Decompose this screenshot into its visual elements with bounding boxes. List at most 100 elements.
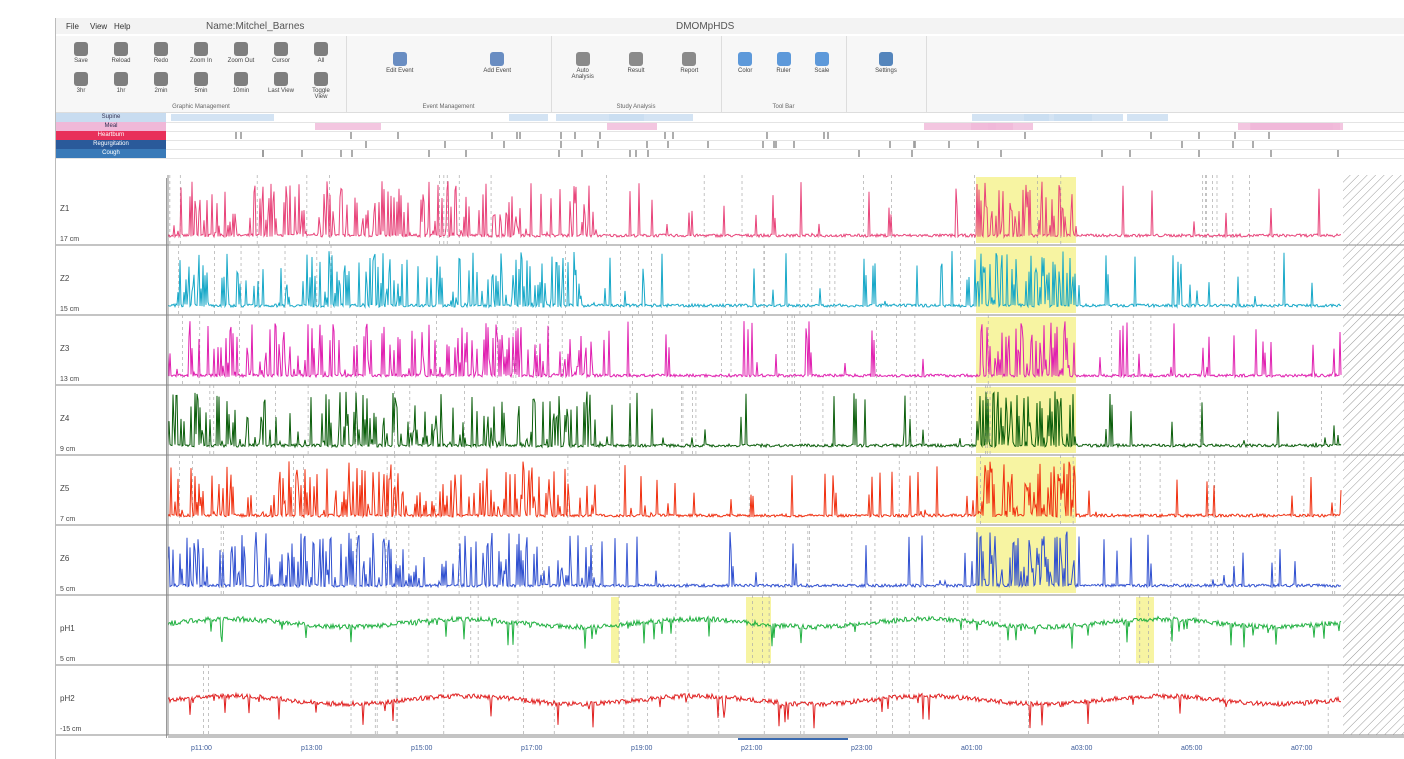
trace bbox=[167, 391, 1342, 449]
button-label: Last View bbox=[268, 88, 294, 94]
trace bbox=[167, 461, 1342, 519]
event-marker bbox=[556, 114, 644, 121]
toolbar-button[interactable]: Color bbox=[730, 50, 760, 80]
event-marker bbox=[597, 141, 600, 148]
event-marker bbox=[235, 132, 238, 139]
button-icon bbox=[74, 42, 88, 56]
button-label: 2min bbox=[154, 88, 168, 94]
highlight bbox=[746, 597, 771, 663]
button-label: Add Event bbox=[483, 68, 512, 74]
button-label: Cursor bbox=[271, 58, 290, 64]
time-label: p15:00 bbox=[411, 745, 433, 752]
menu-item[interactable]: Help bbox=[114, 22, 131, 31]
event-marker bbox=[1024, 132, 1027, 139]
toolbar-button[interactable]: Redo bbox=[146, 40, 176, 70]
button-icon bbox=[575, 52, 590, 66]
event-row: Supine bbox=[56, 113, 1404, 123]
button-icon bbox=[234, 42, 248, 56]
button-icon bbox=[814, 52, 829, 66]
toolbar-button[interactable]: Auto Analysis bbox=[568, 50, 598, 80]
event-marker bbox=[706, 141, 709, 148]
event-marker bbox=[1180, 141, 1183, 148]
channel-name: Z1 bbox=[60, 204, 70, 213]
toolbar-button[interactable]: Zoom Out bbox=[226, 40, 256, 70]
button-label: Scale bbox=[814, 68, 830, 74]
button-icon bbox=[154, 42, 168, 56]
toolbar-button[interactable]: 10min bbox=[226, 70, 256, 100]
button-label: Report bbox=[680, 68, 699, 74]
event-marker bbox=[262, 150, 265, 157]
toolbar-button[interactable]: Edit Event bbox=[385, 50, 415, 80]
toolbar-button[interactable]: Reload bbox=[106, 40, 136, 70]
toolbar-button[interactable]: Last View bbox=[266, 70, 296, 100]
button-label: 3hr bbox=[76, 88, 86, 94]
button-label: Edit Event bbox=[386, 68, 414, 74]
button-icon bbox=[776, 52, 791, 66]
toolbar-button[interactable]: Add Event bbox=[482, 50, 512, 80]
time-label: p23:00 bbox=[851, 745, 873, 752]
event-row: Cough bbox=[56, 149, 1404, 159]
button-icon bbox=[490, 52, 505, 66]
toolbar-button[interactable]: Settings bbox=[871, 50, 901, 80]
event-row: Meal bbox=[56, 122, 1404, 132]
event-marker bbox=[857, 150, 860, 157]
event-marker bbox=[1231, 141, 1234, 148]
toolbar-button[interactable]: Cursor bbox=[266, 40, 296, 70]
event-marker bbox=[314, 123, 381, 130]
event-marker bbox=[428, 150, 431, 157]
channel-name: Z5 bbox=[60, 484, 70, 493]
button-icon bbox=[879, 52, 893, 66]
event-marker bbox=[1129, 150, 1132, 157]
event-marker bbox=[645, 141, 648, 148]
toolbar-button[interactable]: Ruler bbox=[769, 50, 799, 80]
event-marker bbox=[672, 132, 675, 139]
event-marker bbox=[606, 123, 657, 130]
button-icon bbox=[629, 52, 643, 66]
menu-item[interactable]: View bbox=[90, 22, 108, 31]
toolbar-button[interactable]: 1hr bbox=[106, 70, 136, 100]
toolbar-button[interactable]: Scale bbox=[807, 50, 837, 80]
button-label: Result bbox=[627, 68, 645, 74]
time-label: a01:00 bbox=[961, 745, 983, 752]
event-marker bbox=[924, 123, 997, 130]
button-icon bbox=[194, 42, 208, 56]
toolbar-button[interactable]: 3hr bbox=[66, 70, 96, 100]
event-marker bbox=[349, 132, 352, 139]
event-marker bbox=[971, 123, 1034, 130]
button-label: Color bbox=[737, 68, 753, 74]
event-label: Cough bbox=[56, 149, 166, 158]
event-marker bbox=[1054, 114, 1124, 121]
toolbar-button[interactable]: Report bbox=[674, 50, 704, 80]
event-marker bbox=[464, 150, 467, 157]
event-marker bbox=[557, 150, 560, 157]
toolbar-button[interactable]: Zoom In bbox=[186, 40, 216, 70]
toolbar-button[interactable]: 2min bbox=[146, 70, 176, 100]
highlight bbox=[976, 247, 1076, 313]
button-icon bbox=[114, 42, 128, 56]
trace bbox=[167, 614, 1342, 649]
event-marker bbox=[635, 150, 638, 157]
event-marker bbox=[364, 141, 367, 148]
time-label: a03:00 bbox=[1071, 745, 1093, 752]
event-label: Supine bbox=[56, 113, 166, 122]
toolbar-button[interactable]: 5min bbox=[186, 70, 216, 100]
channel-name: pH2 bbox=[60, 694, 75, 703]
event-marker bbox=[826, 132, 829, 139]
toolbar-button[interactable]: All bbox=[306, 40, 336, 70]
event-marker bbox=[948, 141, 951, 148]
event-marker bbox=[971, 114, 1050, 121]
button-label: Save bbox=[74, 58, 88, 64]
event-marker bbox=[1198, 132, 1201, 139]
channel-name: Z6 bbox=[60, 554, 70, 563]
toolbar-button[interactable]: Result bbox=[621, 50, 651, 80]
event-marker bbox=[793, 141, 796, 148]
channel-name: Z3 bbox=[60, 344, 70, 353]
menu-item[interactable]: File bbox=[66, 22, 79, 31]
time-label: a05:00 bbox=[1181, 745, 1203, 752]
toolbar-button[interactable]: Toggle View bbox=[306, 70, 336, 100]
group-label: Event Management bbox=[422, 104, 475, 110]
toolbar-button[interactable]: Save bbox=[66, 40, 96, 70]
event-marker bbox=[667, 141, 670, 148]
event-marker bbox=[766, 132, 769, 139]
event-marker bbox=[913, 141, 916, 148]
